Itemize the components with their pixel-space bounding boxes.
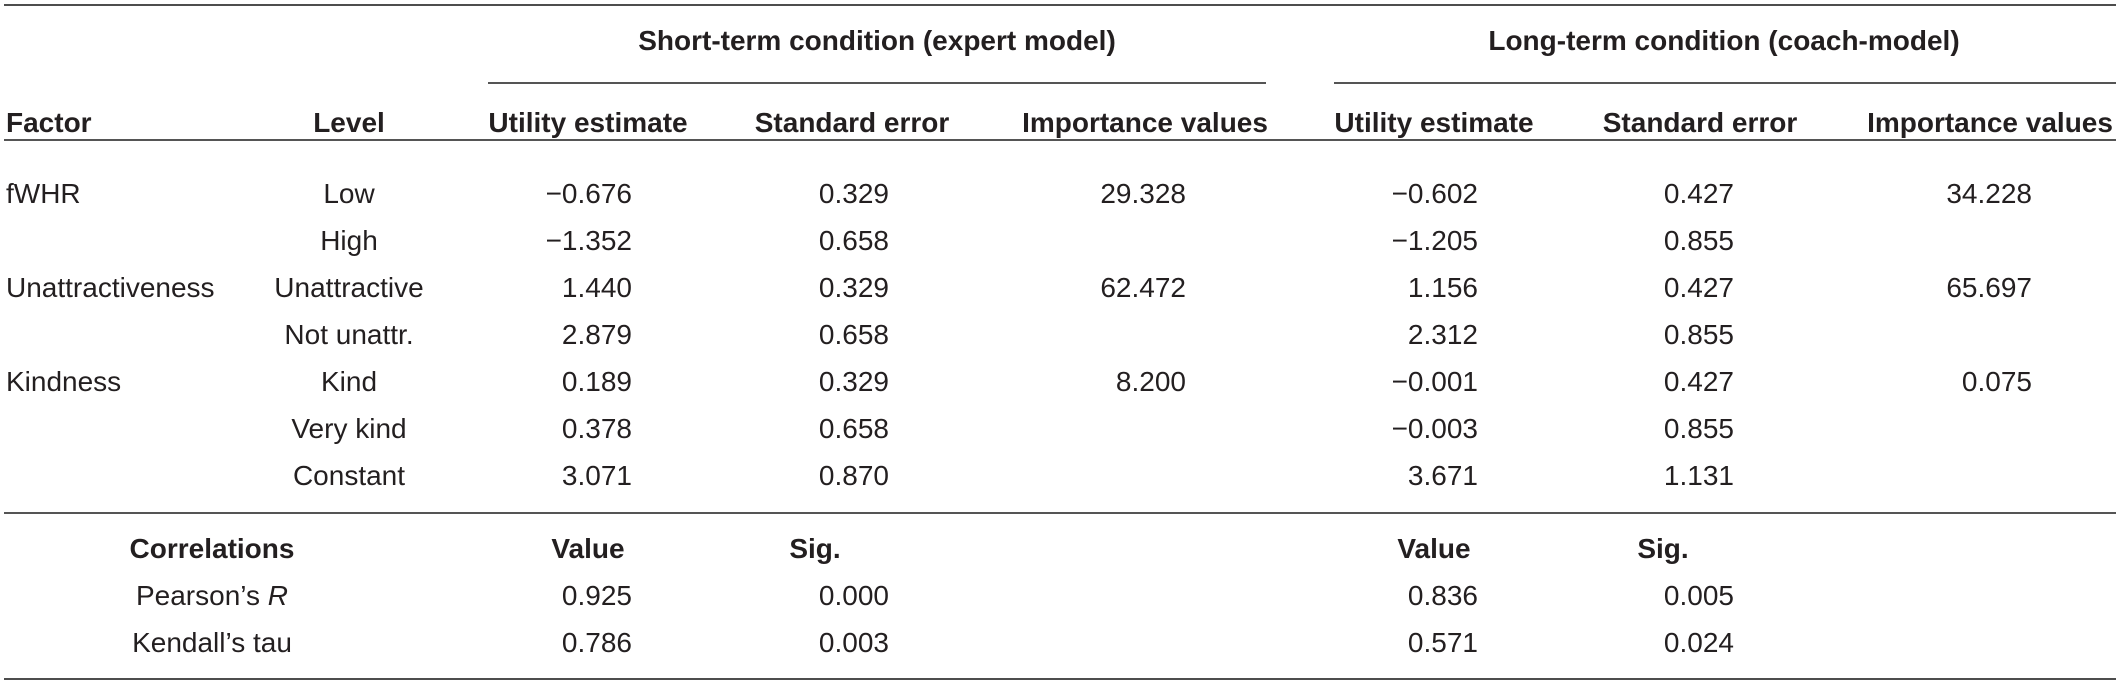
short-utility-cell: 0.189 xyxy=(561,366,632,397)
long-group-rule xyxy=(1334,82,2116,84)
short-value-header: Value xyxy=(551,533,625,564)
short-stderr-cell: 0.329 xyxy=(818,272,889,303)
long-sig-cell: 0.024 xyxy=(1663,627,1734,658)
short-importance-cell: 8.200 xyxy=(1115,366,1186,397)
correlations-header: Correlations xyxy=(129,533,295,564)
short-sig-cell: 0.000 xyxy=(818,580,889,611)
col-header-factor: Factor xyxy=(6,107,92,138)
long-importance-cell: 65.697 xyxy=(1946,272,2032,303)
short-stderr-cell: 0.658 xyxy=(818,413,889,444)
factor-cell: Unattractiveness xyxy=(6,272,215,303)
pearson-label-text: Pearson’s xyxy=(135,580,268,611)
short-stderr-cell: 0.870 xyxy=(818,460,889,491)
long-term-group-header: Long-term condition (coach-model) xyxy=(1488,25,1960,56)
col-header-short-stderr: Standard error xyxy=(754,107,950,138)
long-importance-cell: 0.075 xyxy=(1961,366,2032,397)
short-value-cell: 0.925 xyxy=(561,580,632,611)
short-utility-cell: 2.879 xyxy=(561,319,632,350)
long-value-cell: 0.836 xyxy=(1407,580,1478,611)
level-cell: Not unattr. xyxy=(284,319,414,350)
short-stderr-cell: 0.658 xyxy=(818,225,889,256)
factor-cell: Kindness xyxy=(6,366,122,397)
short-term-group-header: Short-term condition (expert model) xyxy=(638,25,1116,56)
long-stderr-cell: 0.427 xyxy=(1663,178,1734,209)
col-header-long-importance: Importance values xyxy=(1867,107,2113,138)
level-cell: Constant xyxy=(292,460,406,491)
col-header-level: Level xyxy=(313,107,385,138)
col-header-short-utility: Utility estimate xyxy=(488,107,688,138)
long-stderr-cell: 0.855 xyxy=(1663,225,1734,256)
col-header-long-utility: Utility estimate xyxy=(1334,107,1534,138)
long-stderr-cell: 0.855 xyxy=(1663,413,1734,444)
bottom-rule xyxy=(4,678,2116,680)
long-value-cell: 0.571 xyxy=(1407,627,1478,658)
kendall-label: Kendall’s tau xyxy=(132,627,292,658)
long-utility-cell: 2.312 xyxy=(1407,319,1478,350)
short-utility-cell: 0.378 xyxy=(561,413,632,444)
short-stderr-cell: 0.329 xyxy=(818,366,889,397)
col-header-short-importance: Importance values xyxy=(1022,107,1268,138)
pearson-label: Pearson’s R xyxy=(136,579,288,613)
short-utility-cell: −1.352 xyxy=(545,225,632,256)
short-utility-cell: −0.676 xyxy=(545,178,632,209)
col-header-long-stderr: Standard error xyxy=(1602,107,1798,138)
level-cell: High xyxy=(320,225,378,256)
short-stderr-cell: 0.329 xyxy=(818,178,889,209)
long-stderr-cell: 0.855 xyxy=(1663,319,1734,350)
short-importance-cell: 29.328 xyxy=(1100,178,1186,209)
long-utility-cell: 1.156 xyxy=(1407,272,1478,303)
long-sig-header: Sig. xyxy=(1637,533,1689,564)
short-sig-cell: 0.003 xyxy=(818,627,889,658)
factor-cell: fWHR xyxy=(6,178,81,209)
short-utility-cell: 1.440 xyxy=(561,272,632,303)
long-sig-cell: 0.005 xyxy=(1663,580,1734,611)
long-utility-cell: −1.205 xyxy=(1391,225,1478,256)
long-stderr-cell: 0.427 xyxy=(1663,366,1734,397)
level-cell: Kind xyxy=(320,366,378,397)
long-stderr-cell: 1.131 xyxy=(1663,460,1734,491)
pearson-symbol: R xyxy=(267,580,289,611)
long-importance-cell: 34.228 xyxy=(1946,178,2032,209)
long-utility-cell: −0.602 xyxy=(1391,178,1478,209)
long-utility-cell: −0.003 xyxy=(1391,413,1478,444)
header-rule xyxy=(4,139,2116,141)
level-cell: Low xyxy=(323,178,375,209)
top-rule xyxy=(4,4,2116,6)
level-cell: Very kind xyxy=(291,413,407,444)
level-cell: Unattractive xyxy=(274,272,424,303)
short-importance-cell: 62.472 xyxy=(1100,272,1186,303)
long-utility-cell: 3.671 xyxy=(1407,460,1478,491)
long-utility-cell: −0.001 xyxy=(1391,366,1478,397)
long-value-header: Value xyxy=(1397,533,1471,564)
long-stderr-cell: 0.427 xyxy=(1663,272,1734,303)
short-group-rule xyxy=(488,82,1266,84)
short-stderr-cell: 0.658 xyxy=(818,319,889,350)
short-value-cell: 0.786 xyxy=(561,627,632,658)
short-utility-cell: 3.071 xyxy=(561,460,632,491)
correlations-rule xyxy=(4,512,2116,514)
short-sig-header: Sig. xyxy=(789,533,841,564)
